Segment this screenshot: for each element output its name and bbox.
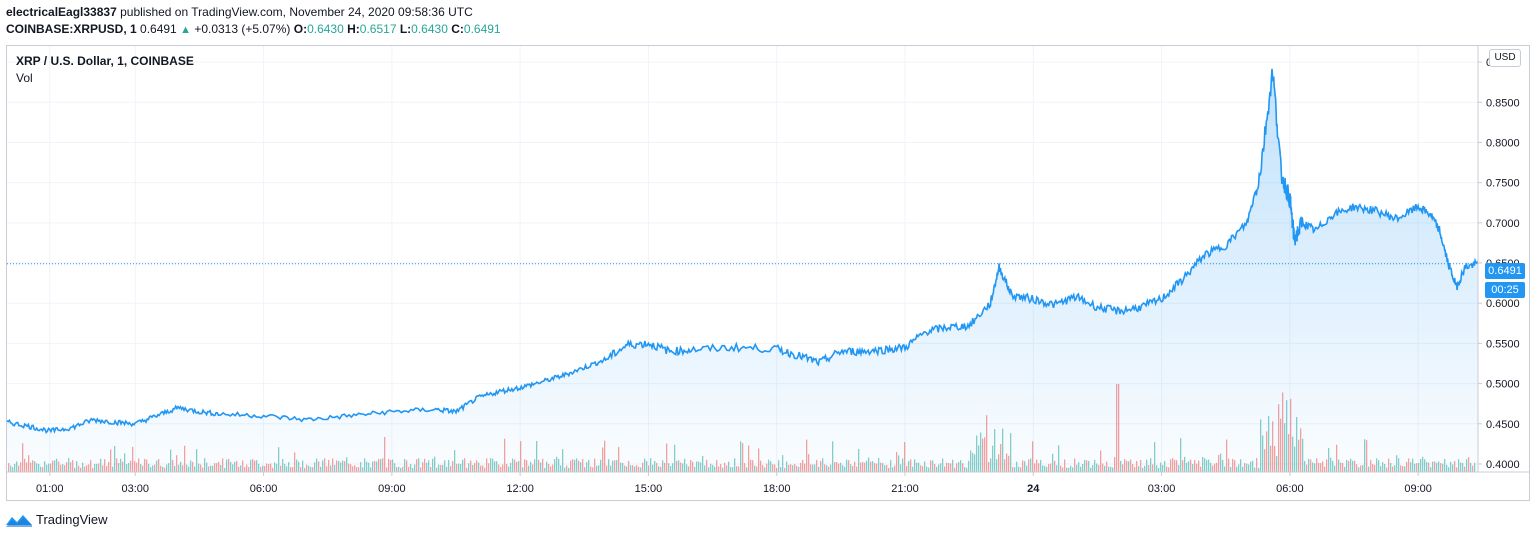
x-tick-label: 24 (1027, 483, 1040, 495)
x-tick-label: 03:00 (122, 483, 150, 495)
currency-button[interactable]: USD (1489, 49, 1521, 67)
y-tick-label: 0.4500 (1486, 419, 1520, 431)
x-tick-label: 12:00 (506, 483, 534, 495)
publish-line: electricalEagl33837 published on Trading… (6, 5, 473, 19)
low-value: 0.6430 (411, 22, 448, 36)
price-change: +0.0313 (+5.07%) (194, 22, 291, 36)
current-price-tag: 0.6491 (1485, 263, 1525, 279)
close-label: C: (451, 22, 464, 36)
x-tick-label: 06:00 (250, 483, 278, 495)
tradingview-brand[interactable]: TradingView (6, 512, 108, 527)
y-tick-label: 0.6000 (1486, 298, 1520, 310)
open-value: 0.6430 (307, 22, 344, 36)
y-tick-label: 0.8000 (1486, 137, 1520, 149)
last-price: 0.6491 (140, 22, 177, 36)
x-tick-label: 09:00 (378, 483, 406, 495)
y-tick-label: 0.8500 (1486, 97, 1520, 109)
tradingview-logo-icon (6, 514, 32, 527)
volume-legend: Vol (16, 71, 33, 85)
close-value: 0.6491 (463, 22, 501, 36)
price-area (7, 68, 1478, 473)
x-tick-label: 15:00 (635, 483, 663, 495)
high-value: 0.6517 (359, 22, 397, 36)
x-tick-label: 09:00 (1404, 483, 1432, 495)
low-label: L: (399, 22, 412, 36)
x-tick-label: 03:00 (1148, 483, 1176, 495)
chart-legend-title: XRP / U.S. Dollar, 1, COINBASE (16, 54, 194, 68)
x-tick-label: 06:00 (1276, 483, 1304, 495)
published-text: published on TradingView.com, November 2… (120, 5, 473, 19)
symbol-label: COINBASE:XRPUSD, 1 (6, 22, 137, 36)
x-tick-label: 18:00 (763, 483, 791, 495)
y-tick-label: 0.4000 (1486, 459, 1520, 471)
brand-label: TradingView (36, 512, 108, 527)
y-tick-label: 0.5000 (1486, 379, 1520, 391)
price-chart[interactable]: 0.90000.85000.80000.75000.70000.65000.60… (0, 0, 1536, 510)
x-tick-label: 21:00 (891, 483, 919, 495)
countdown-tag: 00:25 (1485, 282, 1525, 298)
high-label: H: (347, 22, 360, 36)
ohlc-line: COINBASE:XRPUSD, 1 0.6491 ▲ +0.0313 (+5.… (6, 22, 501, 36)
publisher-name[interactable]: electricalEagl33837 (6, 5, 117, 19)
y-tick-label: 0.7000 (1486, 218, 1520, 230)
x-tick-label: 01:00 (36, 483, 64, 495)
y-tick-label: 0.5500 (1486, 338, 1520, 350)
price-line (6, 68, 1479, 434)
y-tick-label: 0.7500 (1486, 178, 1520, 190)
open-label: O: (293, 22, 308, 36)
up-arrow-icon: ▲ (180, 24, 191, 36)
